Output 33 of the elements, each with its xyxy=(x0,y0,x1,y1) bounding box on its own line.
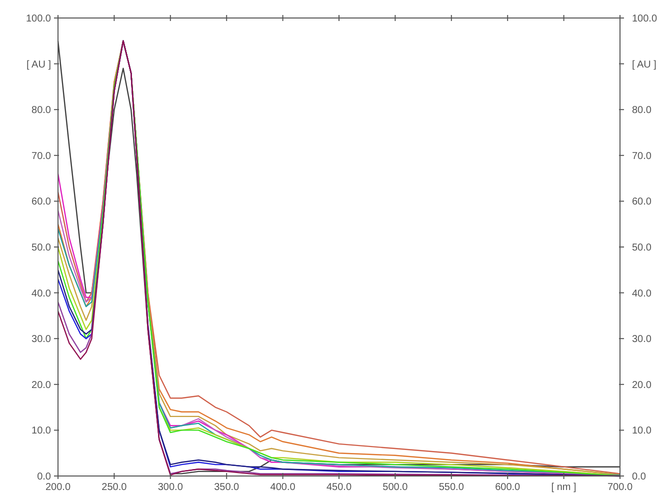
y2-tick-label: 60.0 xyxy=(632,196,652,208)
x-tick-label: 350.0 xyxy=(214,482,240,493)
x-tick-label: 200.0 xyxy=(45,482,71,493)
y2-tick-label: 30.0 xyxy=(632,334,652,346)
y-tick-label: 0.0 xyxy=(37,472,52,482)
y-tick-label: 100.0 xyxy=(26,14,52,24)
x-tick-label: 400.0 xyxy=(270,482,296,493)
x-tick-label: [ nm ] xyxy=(551,482,577,493)
y2-tick-label: 50.0 xyxy=(632,242,652,254)
y2-tick-label: 40.0 xyxy=(632,288,652,300)
y-tick-label: 20.0 xyxy=(32,380,52,391)
x-tick-label: 550.0 xyxy=(438,482,464,493)
y2-tick-label: 70.0 xyxy=(632,150,652,162)
y-tick-label: 40.0 xyxy=(32,288,52,300)
y-tick-label: 60.0 xyxy=(32,196,52,208)
x-tick-label: 300.0 xyxy=(158,482,184,493)
y-tick-label: 70.0 xyxy=(32,150,52,162)
x-tick-label: 700.0 xyxy=(607,482,633,493)
y2-tick-label: 20.0 xyxy=(632,380,652,391)
y2-tick-label: 0.0 xyxy=(632,472,646,482)
y2-tick-label: [ AU ] xyxy=(632,59,657,70)
y-tick-label: 10.0 xyxy=(32,426,52,437)
y2-tick-label: 80.0 xyxy=(632,105,652,116)
y2-tick-label: 10.0 xyxy=(632,426,652,437)
x-tick-label: 450.0 xyxy=(326,482,352,493)
y-tick-label: 50.0 xyxy=(32,242,52,254)
y-tick-label: [ AU ] xyxy=(26,59,52,70)
y-tick-label: 80.0 xyxy=(32,105,52,116)
y-tick-label: 30.0 xyxy=(32,334,52,346)
x-tick-label: 500.0 xyxy=(382,482,408,493)
y2-tick-label: 100.0 xyxy=(632,14,658,24)
x-tick-label: 250.0 xyxy=(102,482,128,493)
x-tick-label: 600.0 xyxy=(495,482,521,493)
